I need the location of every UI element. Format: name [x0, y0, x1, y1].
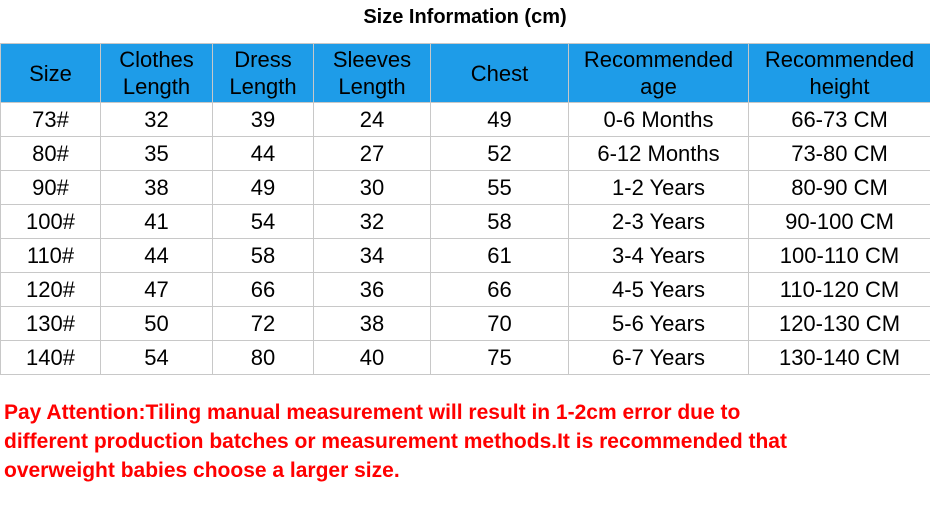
table-cell: 70: [430, 306, 569, 341]
table-cell: 3-4 Years: [568, 238, 749, 273]
table-cell: 6-7 Years: [568, 340, 749, 375]
table-cell: 4-5 Years: [568, 272, 749, 307]
table-cell: 35: [100, 136, 213, 171]
note-line: overweight babies choose a larger size.: [4, 459, 400, 482]
table-cell: 49: [430, 102, 569, 137]
column-header: Size: [0, 43, 101, 103]
table-cell: 100-110 CM: [748, 238, 930, 273]
note-line: different production batches or measurem…: [4, 430, 787, 453]
size-table: Size Clothes Length Dress Length Sleeves Lengt…: [0, 43, 930, 375]
table-row: 140# 54 80 40 75 6-7 Years 130-140 CM: [0, 340, 930, 375]
table-cell: 1-2 Years: [568, 170, 749, 205]
table-cell: 2-3 Years: [568, 204, 749, 239]
header-line: height: [809, 74, 870, 99]
table-cell: 40: [313, 340, 431, 375]
table-cell: 47: [100, 272, 213, 307]
table-cell: 36: [313, 272, 431, 307]
table-cell: 24: [313, 102, 431, 137]
header-line: Chest: [470, 60, 529, 86]
table-cell: 34: [313, 238, 431, 273]
table-cell: 110#: [0, 238, 101, 273]
table-cell: 61: [430, 238, 569, 273]
table-cell: 80: [212, 340, 314, 375]
table-cell: 49: [212, 170, 314, 205]
column-header: Recommended age: [568, 43, 749, 103]
table-cell: 27: [313, 136, 431, 171]
table-cell: 58: [430, 204, 569, 239]
table-cell: 110-120 CM: [748, 272, 930, 307]
table-row: 90# 38 49 30 55 1-2 Years 80-90 CM: [0, 170, 930, 205]
table-cell: 44: [100, 238, 213, 273]
table-cell: 50: [100, 306, 213, 341]
table-cell: 5-6 Years: [568, 306, 749, 341]
table-cell: 32: [100, 102, 213, 137]
header-line: Length: [338, 74, 406, 99]
column-header: Recommended height: [748, 43, 930, 103]
header-row: Size Clothes Length Dress Length Sleeves Lengt…: [0, 43, 930, 103]
table-cell: 66-73 CM: [748, 102, 930, 137]
table-cell: 38: [313, 306, 431, 341]
table-cell: 72: [212, 306, 314, 341]
note-line: Pay Attention:Tiling manual measurement …: [4, 401, 741, 424]
title: Size Information (cm): [363, 6, 567, 28]
table-row: 73# 32 39 24 49 0-6 Months 66-73 CM: [0, 102, 930, 137]
table-cell: 44: [212, 136, 314, 171]
table-body: 73# 32 39 24 49 0-6 Months 66-73 CM 80# 35 44 27 52…: [0, 102, 930, 375]
table-row: 110# 44 58 34 61 3-4 Years 100-110 CM: [0, 238, 930, 273]
table-cell: 66: [212, 272, 314, 307]
table-cell: 54: [212, 204, 314, 239]
table-cell: 39: [212, 102, 314, 137]
table-cell: 73-80 CM: [748, 136, 930, 171]
header-line: Clothes: [119, 47, 194, 72]
table-cell: 30: [313, 170, 431, 205]
table-cell: 90#: [0, 170, 101, 205]
table-cell: 120#: [0, 272, 101, 307]
table-cell: 100#: [0, 204, 101, 239]
table-row: 120# 47 66 36 66 4-5 Years 110-120 CM: [0, 272, 930, 307]
table-cell: 66: [430, 272, 569, 307]
table-cell: 54: [100, 340, 213, 375]
table-cell: 32: [313, 204, 431, 239]
header-line: Length: [229, 74, 297, 99]
column-header: Sleeves Length: [313, 43, 431, 103]
column-header: Dress Length: [212, 43, 314, 103]
table-cell: 90-100 CM: [748, 204, 930, 239]
table-cell: 75: [430, 340, 569, 375]
table-cell: 120-130 CM: [748, 306, 930, 341]
table-row: 100# 41 54 32 58 2-3 Years 90-100 CM: [0, 204, 930, 239]
table-cell: 80-90 CM: [748, 170, 930, 205]
table-cell: 80#: [0, 136, 101, 171]
note: Pay Attention:Tiling manual measurement …: [4, 398, 787, 485]
table-cell: 130-140 CM: [748, 340, 930, 375]
table-row: 130# 50 72 38 70 5-6 Years 120-130 CM: [0, 306, 930, 341]
table-cell: 41: [100, 204, 213, 239]
header-line: Dress: [234, 47, 292, 72]
table-cell: 55: [430, 170, 569, 205]
table-cell: 73#: [0, 102, 101, 137]
header-line: Sleeves: [332, 47, 412, 72]
table-cell: 58: [212, 238, 314, 273]
table-cell: 0-6 Months: [568, 102, 749, 137]
table-row: 80# 35 44 27 52 6-12 Months 73-80 CM: [0, 136, 930, 171]
header-line: Recommended: [583, 47, 734, 72]
header-line: age: [640, 74, 677, 99]
header-line: Recommended: [764, 47, 915, 72]
table-cell: 130#: [0, 306, 101, 341]
table-cell: 38: [100, 170, 213, 205]
header-line: Length: [122, 74, 191, 99]
column-header: Clothes Length: [100, 43, 213, 103]
table-cell: 6-12 Months: [568, 136, 749, 171]
table-cell: 52: [430, 136, 569, 171]
table-cell: 140#: [0, 340, 101, 375]
header-line: Size: [29, 60, 72, 86]
column-header: Chest: [430, 43, 569, 103]
